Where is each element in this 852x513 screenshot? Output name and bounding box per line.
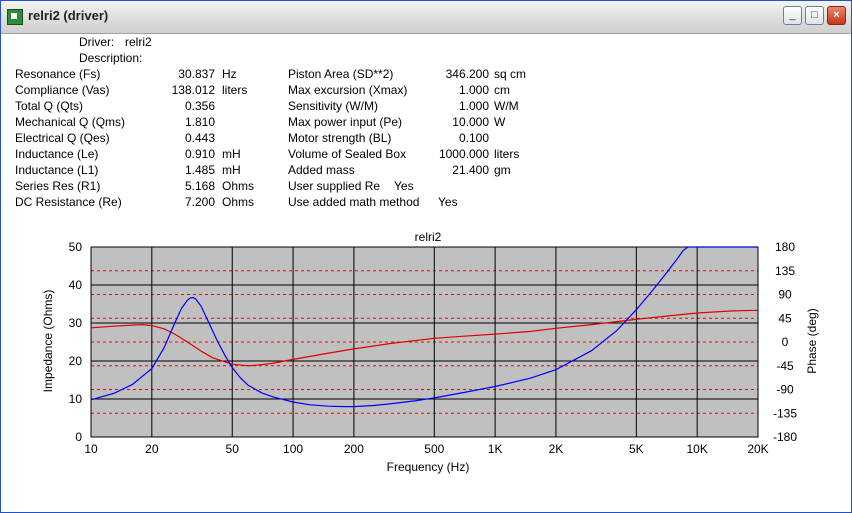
param-label: Sensitivity (W/M) — [288, 99, 378, 113]
x-tick-label: 50 — [226, 442, 240, 456]
y2-tick-label: 135 — [775, 264, 795, 278]
param-value: Yes — [438, 195, 458, 209]
param-label: Use added math method — [288, 195, 420, 209]
param-value: 1.000 — [458, 99, 489, 113]
maximize-button[interactable]: □ — [805, 6, 824, 25]
tick-labels: 10 20 50 100 200 500 1K 2K 5K 10K 20K01020304050-1… — [69, 240, 798, 456]
x-tick-label: 5K — [629, 442, 644, 456]
y-tick-label: 10 — [69, 392, 83, 406]
driver-name: relri2 — [125, 35, 152, 49]
param-unit: gm — [494, 163, 511, 177]
close-button[interactable]: × — [827, 6, 846, 25]
driver-label: Driver: — [79, 35, 115, 49]
param-label: Added mass — [288, 163, 355, 177]
param-value: 10.000 — [452, 115, 489, 129]
y2-axis-label: Phase (deg) — [805, 308, 819, 373]
chart-title: relri2 — [415, 230, 442, 244]
param-label: Compliance (Vas) — [15, 83, 110, 97]
x-tick-label: 10 — [84, 442, 98, 456]
param-value: Yes — [394, 179, 414, 193]
param-label: Resonance (Fs) — [15, 67, 101, 81]
param-unit: cm — [494, 83, 510, 97]
y-axis-label: Impedance (Ohms) — [41, 290, 55, 393]
param-unit: W/M — [494, 99, 519, 113]
x-tick-label: 100 — [283, 442, 303, 456]
param-value: 138.012 — [171, 83, 215, 97]
param-unit: liters — [494, 147, 520, 161]
param-value: 1000.000 — [438, 147, 489, 161]
param-value: 7.200 — [184, 195, 215, 209]
y2-tick-label: -45 — [776, 359, 794, 373]
y-tick-label: 40 — [69, 278, 83, 292]
x-tick-label: 200 — [344, 442, 364, 456]
y2-tick-label: 90 — [778, 288, 792, 302]
param-unit: Ohms — [222, 195, 255, 209]
y2-tick-label: -90 — [776, 383, 794, 397]
param-label: Series Res (R1) — [15, 179, 101, 193]
y2-tick-label: -180 — [773, 430, 797, 444]
param-label: Max power input (Pe) — [288, 115, 403, 129]
param-value: 0.356 — [184, 99, 215, 113]
y-tick-label: 20 — [69, 354, 83, 368]
param-label: Piston Area (SD**2) — [288, 67, 394, 81]
grid-lines — [90, 246, 759, 438]
description-label: Description: — [79, 51, 143, 65]
plot-area — [90, 246, 759, 438]
y-tick-label: 50 — [69, 240, 83, 254]
param-value: 1.000 — [458, 83, 489, 97]
x-tick-label: 20 — [145, 442, 159, 456]
param-unit: mH — [222, 147, 241, 161]
y2-tick-label: 180 — [775, 240, 795, 254]
param-value: 21.400 — [452, 163, 489, 177]
param-value: 0.100 — [458, 131, 489, 145]
param-label: Inductance (L1) — [15, 163, 99, 177]
x-tick-label: 2K — [549, 442, 564, 456]
y2-tick-label: 45 — [778, 311, 792, 325]
param-label: Inductance (Le) — [15, 147, 99, 161]
phase-curve — [90, 309, 759, 367]
param-label: Max excursion (Xmax) — [288, 83, 408, 97]
param-unit: Ohms — [222, 179, 255, 193]
param-unit: Hz — [222, 67, 237, 81]
param-value: 0.443 — [184, 131, 215, 145]
param-value: 5.168 — [184, 179, 215, 193]
y-tick-label: 30 — [69, 316, 83, 330]
param-value: 0.910 — [184, 147, 215, 161]
param-value: 1.485 — [184, 163, 215, 177]
impedance-curve — [90, 246, 758, 408]
x-tick-label: 500 — [424, 442, 444, 456]
param-value: 30.837 — [178, 67, 215, 81]
curves — [90, 246, 759, 408]
param-label: Mechanical Q (Qms) — [15, 115, 126, 129]
param-label: User supplied Re — [288, 179, 381, 193]
param-unit: liters — [222, 83, 248, 97]
param-label: Motor strength (BL) — [288, 131, 392, 145]
param-label: Volume of Sealed Box — [288, 147, 407, 161]
param-value: 1.810 — [184, 115, 215, 129]
x-tick-label: 1K — [488, 442, 503, 456]
x-axis-label: Frequency (Hz) — [387, 460, 470, 474]
param-label: Electrical Q (Qes) — [15, 131, 110, 145]
window-title: relri2 (driver) — [28, 8, 109, 23]
param-unit: mH — [222, 163, 241, 177]
x-tick-label: 20K — [747, 442, 768, 456]
x-tick-label: 10K — [686, 442, 707, 456]
minimize-button[interactable]: _ — [783, 6, 802, 25]
y2-tick-label: -135 — [773, 406, 797, 420]
y-tick-label: 0 — [75, 430, 82, 444]
title-bar[interactable]: relri2 (driver) _ □ × — [1, 1, 851, 34]
param-unit: W — [494, 115, 506, 129]
param-label: Total Q (Qts) — [15, 99, 84, 113]
app-icon[interactable] — [7, 9, 23, 25]
param-value: 346.200 — [445, 67, 489, 81]
param-unit: sq cm — [494, 67, 527, 81]
y2-tick-label: 0 — [782, 335, 789, 349]
param-label: DC Resistance (Re) — [15, 195, 122, 209]
